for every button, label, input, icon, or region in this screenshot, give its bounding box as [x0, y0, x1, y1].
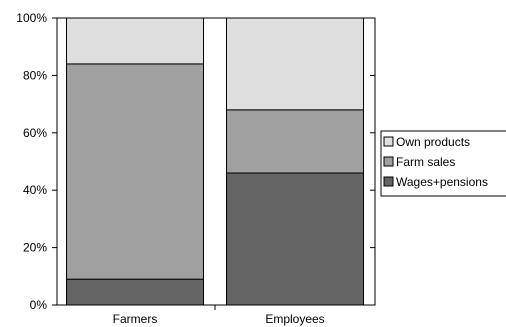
legend-swatch — [383, 156, 394, 167]
x-axis: Farmers Employees — [113, 312, 325, 326]
legend: Own products Farm sales Wages+pensions — [380, 130, 506, 197]
y-tick-label: 80% — [23, 68, 47, 82]
bar-farm-sales-employees — [226, 109, 364, 174]
y-tick-label: 40% — [23, 183, 47, 197]
bar-own-products-employees — [226, 17, 364, 111]
bar-farm-sales-farmers — [66, 63, 204, 280]
bars-layer — [66, 17, 364, 306]
axes-layer — [56, 17, 376, 306]
y-tick-label: 20% — [23, 241, 47, 255]
legend-label: Farm sales — [396, 155, 455, 169]
legend-swatch — [383, 136, 394, 147]
y-axis: 0% 20% 40% 60% 80% 100% — [16, 11, 375, 312]
legend-box — [380, 130, 506, 197]
y-tick-label: 0% — [30, 298, 48, 312]
bar-wages-pensions-farmers — [66, 278, 204, 306]
y-tick-label: 100% — [16, 11, 47, 25]
y-tick-label: 60% — [23, 126, 47, 140]
x-tick-label: Farmers — [113, 312, 158, 326]
bar-wages-pensions-employees — [226, 172, 364, 306]
plot-frame — [56, 17, 376, 306]
bar-own-products-farmers — [66, 17, 204, 65]
legend-label: Own products — [396, 135, 470, 149]
legend-swatch — [383, 176, 394, 187]
x-tick-label: Employees — [265, 312, 324, 326]
legend-label: Wages+pensions — [396, 175, 488, 189]
